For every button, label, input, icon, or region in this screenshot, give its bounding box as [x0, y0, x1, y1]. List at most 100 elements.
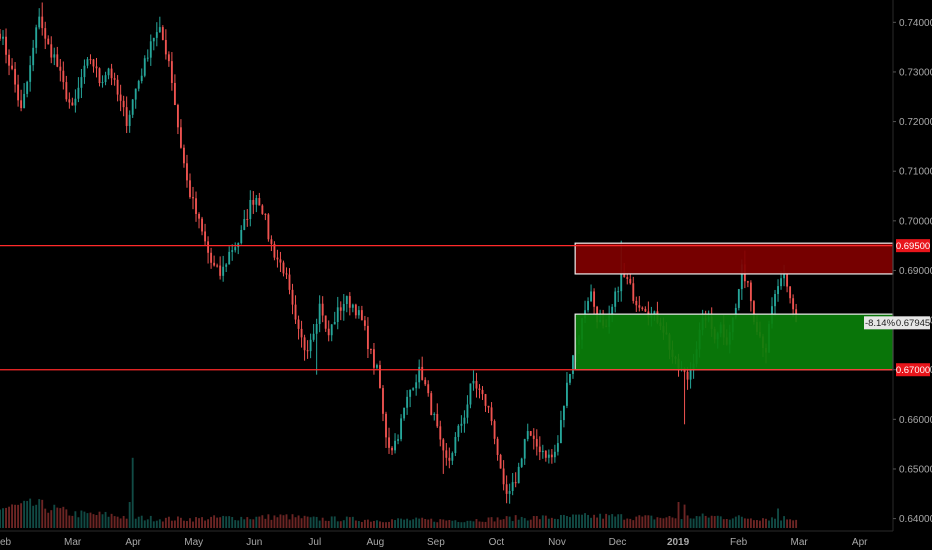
volume-bar	[556, 519, 559, 528]
volume-bar	[400, 518, 403, 528]
volume-bar	[360, 521, 363, 528]
candle	[538, 436, 541, 461]
candle	[535, 429, 538, 456]
candle	[409, 389, 412, 408]
volume-bar	[56, 507, 59, 528]
candle	[32, 39, 35, 72]
volume-bar	[469, 520, 472, 528]
volume-bar	[119, 518, 122, 528]
volume-bar	[514, 515, 517, 528]
candle	[379, 360, 381, 389]
volume-bar	[216, 517, 219, 528]
candle	[792, 294, 795, 318]
candle	[475, 372, 478, 398]
volume-bar	[385, 522, 387, 528]
candle	[391, 446, 393, 455]
volume-bar	[716, 515, 719, 528]
candle	[737, 288, 740, 311]
candle	[222, 255, 225, 282]
price-tick-label: 0.70000	[899, 216, 932, 227]
candle	[517, 462, 520, 484]
volume-bar	[128, 502, 131, 528]
volume-bar	[599, 513, 602, 528]
time-tick-label: Dec	[609, 537, 627, 548]
candle	[354, 303, 357, 319]
volume-bar	[403, 519, 406, 528]
volume-bar	[587, 514, 589, 528]
volume-bar	[243, 519, 246, 528]
volume-bar	[279, 514, 282, 528]
volume-bar	[737, 515, 740, 528]
candle	[436, 403, 439, 429]
volume-bar	[176, 516, 179, 528]
candle	[526, 423, 529, 442]
volume-bar	[237, 520, 240, 528]
candle	[593, 288, 596, 315]
candle	[412, 387, 415, 391]
time-tick-label: 2019	[667, 537, 690, 548]
candle	[309, 333, 312, 359]
volume-bar	[520, 516, 523, 528]
time-axis[interactable]: eb Mar Apr May Jun Jul Aug Sep Oct Nov Dec 2019 Feb M…	[0, 537, 868, 548]
volume-bar	[225, 516, 228, 528]
support-zone[interactable]	[574, 313, 894, 371]
resistance-zone[interactable]	[574, 242, 894, 275]
volume-bar	[357, 521, 360, 528]
candle	[499, 453, 502, 469]
candle	[511, 473, 514, 496]
volume-bar	[318, 520, 321, 528]
candle	[342, 294, 345, 321]
candle	[155, 22, 158, 47]
volume-bar	[297, 515, 300, 528]
volume-bar	[228, 516, 231, 528]
volume-bar	[496, 517, 499, 528]
volume-bar	[722, 519, 725, 528]
upper-line-price-label: 0.69500	[896, 241, 930, 252]
time-tick-label: Feb	[730, 537, 748, 548]
volume-bar	[107, 516, 110, 528]
volume-bar	[246, 517, 249, 528]
volume-bar	[315, 516, 318, 528]
volume-bar	[481, 521, 484, 528]
candle	[176, 103, 179, 135]
volume-bar	[623, 519, 626, 528]
volume-bar	[529, 519, 532, 528]
time-tick-label: Jul	[308, 537, 321, 548]
volume-bar	[569, 517, 571, 528]
candle	[240, 225, 243, 245]
volume-bar	[765, 518, 767, 528]
volume-bar	[213, 515, 216, 528]
candle	[279, 251, 282, 272]
candle	[457, 424, 460, 442]
candle	[463, 410, 466, 433]
volume-bar	[327, 520, 330, 528]
candle	[638, 296, 641, 312]
candle	[448, 447, 451, 469]
volume-bar	[210, 516, 213, 528]
volume-bar	[593, 514, 596, 528]
volume-bar	[752, 520, 755, 528]
candle	[614, 287, 617, 313]
candle	[550, 449, 553, 464]
candle	[53, 47, 56, 66]
candle	[520, 457, 523, 468]
volume-bar	[704, 515, 707, 528]
volume-bar	[562, 514, 565, 528]
upper-line-price-tag: 0.69500	[896, 239, 930, 253]
candle	[213, 255, 216, 267]
volume-bar	[255, 516, 258, 528]
candle	[276, 249, 279, 268]
volume-bar	[499, 519, 502, 528]
candle	[629, 273, 632, 285]
candle	[152, 37, 155, 51]
volume-bar	[95, 515, 98, 528]
volume-bar	[713, 516, 716, 528]
time-tick-label: Oct	[489, 537, 505, 548]
volume-bar	[80, 510, 83, 528]
candle	[80, 68, 83, 99]
volume-bar	[746, 518, 749, 528]
volume-bar	[686, 515, 689, 528]
price-tick-label: 0.73000	[899, 67, 932, 78]
volume-bar	[273, 515, 276, 528]
